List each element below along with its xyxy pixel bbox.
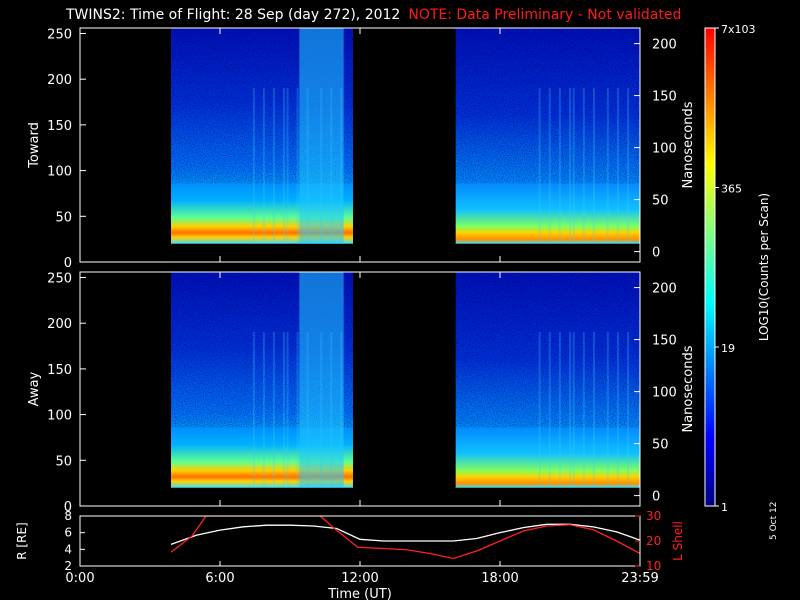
spectrogram-streak [262,332,265,488]
spectrogram-streak [548,88,551,244]
y-tick-label: 250 [47,271,72,286]
title-text: TWINS2: Time of Flight: 28 Sep (day 272)… [66,7,401,23]
ephem-y-tick-label: 6 [64,526,72,540]
spectrogram-streak [592,88,595,244]
x-tick-label: 23:59 [621,571,658,586]
spectrogram-noise [455,272,640,428]
y2-tick-label: 0 [652,490,660,505]
spectrogram-streak [272,332,275,488]
spectrogram-streak [582,332,585,488]
spectrogram-streak [252,88,255,244]
spectrogram-panel-1: 0 50 100 150 200 250 0 50 100 150 200 Toward Nanosec… [27,27,696,271]
panel-ylabel: Toward [27,122,42,169]
colorbar-tick-label: 19 [721,342,735,355]
spectrogram-streak [538,332,541,488]
spectrogram-streak [606,88,609,244]
colorbar-tick-label: 365 [721,182,742,195]
y2-tick-label: 200 [652,282,677,297]
y2-tick-label: 150 [652,334,677,349]
spectrogram-streak [616,332,619,488]
colorbar-scale [704,27,716,507]
spectrogram-streak [282,88,285,244]
spectrogram-streak [286,332,289,488]
spectrogram-streak [282,332,285,488]
y-tick-label: 150 [47,119,72,134]
spectrogram-streak [569,88,572,244]
y2-tick-label: 200 [652,38,677,53]
spectrogram-streak [538,88,541,244]
spectrogram-streak [606,332,609,488]
x-tick-label: 0:00 [65,571,94,586]
spectrogram-streak [627,88,630,244]
x-tick-label: 12:00 [341,571,378,586]
ephem-y-tick-label: 4 [64,542,72,556]
ephem-y-tick-label: 8 [64,509,72,523]
spectrogram-streak [286,88,289,244]
spectrogram-streak [572,88,575,244]
ephem-y2label: L Shell [671,521,685,561]
lshell-series-line [170,516,640,560]
spectrogram-streak [262,88,265,244]
panel-right-label: Nanoseconds [681,101,696,188]
spectrogram-streak [572,332,575,488]
chart-title: TWINS2: Time of Flight: 28 Sep (day 272)… [66,7,681,23]
y-tick-label: 50 [55,210,72,225]
y-tick-label: 0 [64,500,72,515]
y2-tick-label: 50 [652,438,669,453]
spectrogram-streak [548,332,551,488]
spectrogram-panel-2: 0 50 100 150 200 250 0 50 100 150 200 Away Nanosecon… [27,271,696,515]
spectrogram-streak [592,332,595,488]
panel-right-label: Nanoseconds [681,345,696,432]
y2-tick-label: 0 [652,246,660,261]
y-tick-label: 100 [47,409,72,424]
spectrogram-streak [627,332,630,488]
spectrogram-streak [296,332,299,488]
y2-tick-label: 100 [652,142,677,157]
ephem-y-tick-label: 2 [64,559,72,573]
spectrogram-streak [558,332,561,488]
colorbar-tick-label: 7x103 [721,23,756,36]
spectrogram-streak [569,332,572,488]
spectrogram-streak [272,88,275,244]
y-tick-label: 250 [47,27,72,42]
y-tick-label: 50 [55,454,72,469]
y-tick-label: 150 [47,363,72,378]
y-tick-label: 100 [47,165,72,180]
ephem-y2-tick-label: 10 [646,559,661,573]
y-tick-label: 200 [47,73,72,88]
spectrogram-bright-band [299,28,344,244]
r-series-line [170,523,640,545]
x-tick-label: 6:00 [205,571,234,586]
x-tick-label: 18:00 [481,571,518,586]
spectrogram-noise [455,28,640,184]
title-note: NOTE: Data Preliminary - Not validated [408,7,682,23]
ephem-y2-tick-label: 30 [646,509,661,523]
spectrogram-bright-band [299,272,344,488]
spectrogram-streak [296,88,299,244]
y2-tick-label: 100 [652,386,677,401]
ephem-frame [79,515,641,567]
y2-tick-label: 150 [652,90,677,105]
spectrogram-streak [616,88,619,244]
colorbar: 7x103 365 19 1 LOG10(Counts per Scan) [704,23,771,514]
spectrogram-streak [582,88,585,244]
panel-ylabel: Away [27,371,42,406]
ephem-ylabel: R [RE] [15,522,29,559]
y2-tick-label: 50 [652,194,669,209]
spectrogram-streak [558,88,561,244]
ephemeris-panel: 2 4 6 8 10 20 30 R [RE] L Shell 0:00 6:00 12:00 18:0… [15,509,685,600]
spectrogram-streak [252,332,255,488]
y-tick-label: 0 [64,256,72,271]
ephem-y2-tick-label: 20 [646,534,661,548]
y-tick-label: 200 [47,317,72,332]
x-axis-label: Time (UT) [327,587,392,600]
colorbar-label: LOG10(Counts per Scan) [757,193,771,341]
colorbar-tick-label: 1 [721,501,728,514]
